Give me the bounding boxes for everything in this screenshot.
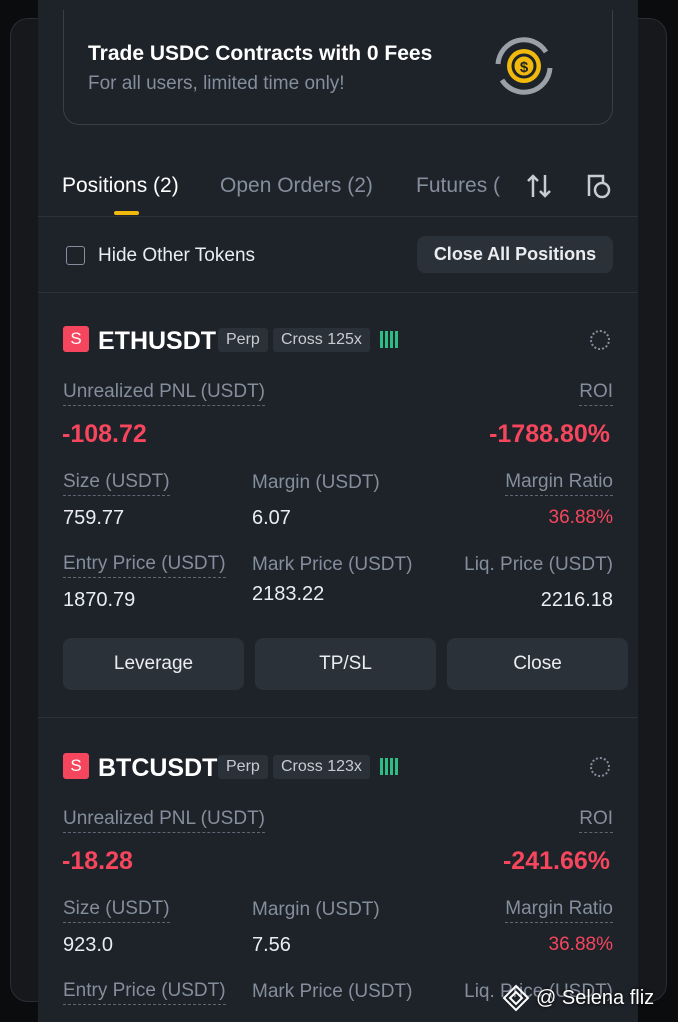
banner-subtitle: For all users, limited time only! — [88, 72, 345, 96]
tag: Perp — [218, 328, 268, 352]
stat-label: Size (USDT) — [63, 471, 170, 496]
roi-value: -1788.80% — [489, 420, 610, 448]
stat-label: Liq. Price (USDT) — [464, 981, 613, 1002]
action-button[interactable]: Leverage — [63, 638, 244, 690]
banner-subtitle-text: For all users, limited time only! — [88, 73, 345, 94]
signal-icon — [380, 758, 400, 775]
tab-indicator — [114, 211, 139, 215]
divider — [38, 717, 638, 718]
stat-label: Margin Ratio — [505, 471, 613, 496]
stat-value: 759.77 — [63, 507, 125, 529]
pnl-label: Unrealized PNL (USDT) — [63, 381, 266, 406]
close-all-button[interactable]: Close All Positions — [417, 236, 613, 273]
symbol: BTCUSDT — [98, 754, 218, 782]
stat-label: Entry Price (USDT) — [63, 553, 226, 578]
roi-value: -241.66% — [502, 847, 610, 875]
signal-icon — [380, 331, 400, 348]
divider — [38, 292, 638, 293]
stat-label: Margin (USDT) — [252, 899, 380, 920]
stat-label: Margin (USDT) — [252, 472, 380, 493]
pnl-label: Unrealized PNL (USDT) — [63, 808, 266, 833]
banner-title: Trade USDC Contracts with 0 Fees — [88, 42, 433, 65]
tag: Perp — [218, 755, 268, 779]
stat-value: 2183.22 — [252, 583, 325, 605]
stat-label: Mark Price (USDT) — [252, 554, 413, 575]
action-button[interactable]: Close — [447, 638, 628, 690]
watermark: @ Selena fliz — [536, 987, 655, 1009]
svg-text:$: $ — [520, 59, 529, 76]
symbol: ETHUSDT — [98, 327, 217, 355]
stat-label: Entry Price (USDT) — [63, 980, 226, 1005]
stat-label: Size (USDT) — [63, 898, 170, 923]
tab[interactable]: Futures ( — [416, 174, 501, 197]
tag: Cross 125x — [273, 328, 370, 352]
usdc-icon: $ — [495, 37, 553, 95]
checkbox-label: Hide Other Tokens — [98, 245, 256, 266]
stat-value: 923.0 — [63, 934, 114, 956]
stat-value: 2216.18 — [540, 589, 613, 611]
divider — [38, 216, 638, 217]
share-icon[interactable] — [590, 757, 610, 777]
pnl-value: -18.28 — [62, 847, 133, 875]
action-button[interactable]: TP/SL — [255, 638, 436, 690]
stat-label: Mark Price (USDT) — [252, 981, 413, 1002]
roi-label: ROI — [579, 381, 613, 406]
roi-label: ROI — [579, 808, 613, 833]
stat-label: Liq. Price (USDT) — [464, 554, 613, 575]
tab[interactable]: Positions (2) — [62, 174, 179, 197]
symbol-badge: S — [63, 753, 89, 779]
banner[interactable] — [63, 10, 613, 125]
tab[interactable]: Open Orders (2) — [220, 174, 373, 197]
stat-value: 6.07 — [252, 507, 291, 529]
checkbox[interactable] — [66, 246, 85, 265]
stat-value: 36.88% — [548, 507, 613, 528]
stat-label: Margin Ratio — [505, 898, 613, 923]
content-column — [38, 0, 638, 1022]
sort-icon[interactable] — [525, 172, 553, 200]
tag: Cross 123x — [273, 755, 370, 779]
symbol-badge: S — [63, 326, 89, 352]
stat-value: 7.56 — [252, 934, 291, 956]
watermark-icon — [502, 984, 530, 1012]
stat-value: 1870.79 — [63, 589, 136, 611]
pnl-value: -108.72 — [62, 420, 147, 448]
share-icon[interactable] — [590, 330, 610, 350]
history-icon[interactable] — [584, 172, 612, 200]
stat-value: 36.88% — [548, 934, 613, 955]
